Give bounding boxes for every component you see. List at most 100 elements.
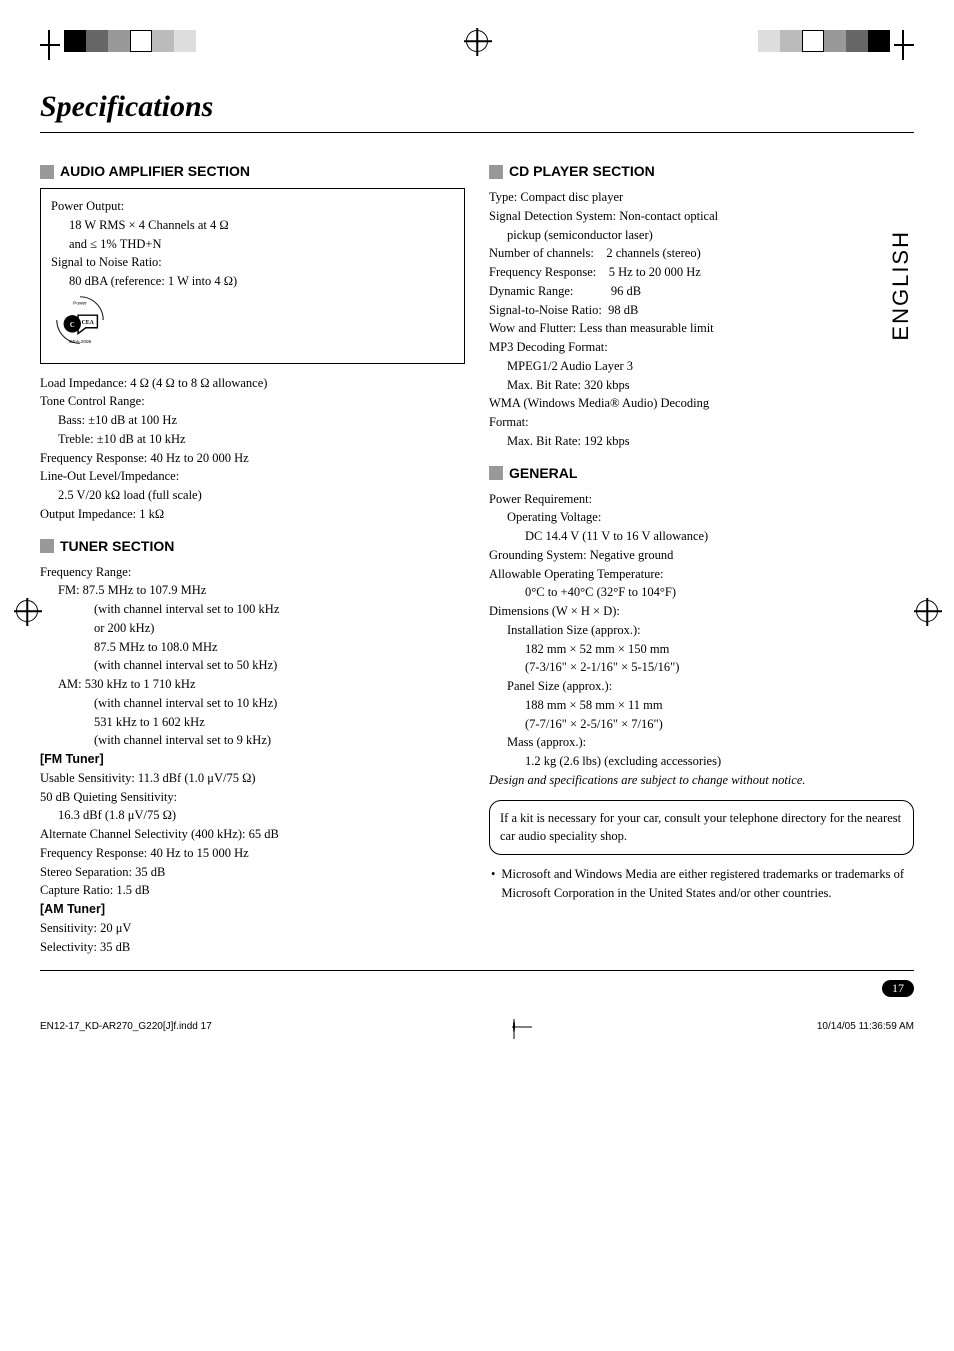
spec-line: (with channel interval set to 100 kHz — [40, 600, 465, 619]
spec-line: Tone Control Range: — [40, 392, 465, 411]
kit-notice-text: If a kit is necessary for your car, cons… — [500, 811, 901, 844]
power-output-box: Power Output: 18 W RMS × 4 Channels at 4… — [40, 188, 465, 364]
heading-text: GENERAL — [509, 463, 577, 484]
registration-target-left — [8, 600, 46, 622]
spec-line: Signal Detection System: Non-contact opt… — [489, 207, 914, 226]
footer: EN12-17_KD-AR270_G220[J]f.indd 17 10/14/… — [40, 1021, 914, 1032]
footer-timestamp: 10/14/05 11:36:59 AM — [817, 1021, 914, 1032]
left-column: AUDIO AMPLIFIER SECTION Power Output: 18… — [40, 149, 465, 956]
spec-line: Usable Sensitivity: 11.3 dBf (1.0 μV/75 … — [40, 769, 465, 788]
section-heading-general: GENERAL — [489, 463, 914, 484]
spec-line: Allowable Operating Temperature: — [489, 565, 914, 584]
spec-line: Frequency Response: 40 Hz to 15 000 Hz — [40, 844, 465, 863]
section-heading-cd: CD PLAYER SECTION — [489, 161, 914, 182]
svg-text:CEA-2006: CEA-2006 — [69, 339, 92, 345]
spec-line: FM: 87.5 MHz to 107.9 MHz — [40, 581, 465, 600]
section-heading-amplifier: AUDIO AMPLIFIER SECTION — [40, 161, 465, 182]
spec-line: Alternate Channel Selectivity (400 kHz):… — [40, 825, 465, 844]
spec-line: 531 kHz to 1 602 kHz — [40, 713, 465, 732]
spec-line: 18 W RMS × 4 Channels at 4 Ω — [51, 216, 454, 235]
regmark-top-right — [754, 30, 914, 60]
title-rule — [40, 132, 914, 133]
spec-line: Max. Bit Rate: 320 kbps — [489, 376, 914, 395]
spec-line: Bass: ±10 dB at 100 Hz — [40, 411, 465, 430]
page-title: Specifications — [40, 90, 914, 124]
spec-line: 50 dB Quieting Sensitivity: — [40, 788, 465, 807]
section-heading-tuner: TUNER SECTION — [40, 536, 465, 557]
spec-line: pickup (semiconductor laser) — [489, 226, 914, 245]
spec-line: Installation Size (approx.): — [489, 621, 914, 640]
spec-line: Stereo Separation: 35 dB — [40, 863, 465, 882]
registration-target-right — [908, 600, 946, 622]
spec-line: Operating Voltage: — [489, 508, 914, 527]
page-number: 17 — [40, 979, 914, 997]
spec-line: MP3 Decoding Format: — [489, 338, 914, 357]
spec-line: Wow and Flutter: Less than measurable li… — [489, 319, 914, 338]
spec-line: Power Requirement: — [489, 490, 914, 509]
spec-line: 1.2 kg (2.6 lbs) (excluding accessories) — [489, 752, 914, 771]
spec-line: Frequency Range: — [40, 563, 465, 582]
spec-line: Signal-to-Noise Ratio: 98 dB — [489, 301, 914, 320]
spec-line: 182 mm × 52 mm × 150 mm — [489, 640, 914, 659]
spec-line: 80 dBA (reference: 1 W into 4 Ω) — [51, 272, 454, 291]
spec-line: AM: 530 kHz to 1 710 kHz — [40, 675, 465, 694]
svg-text:C: C — [70, 322, 75, 329]
spec-line: or 200 kHz) — [40, 619, 465, 638]
spec-line: (with channel interval set to 50 kHz) — [40, 656, 465, 675]
spec-line: Type: Compact disc player — [489, 188, 914, 207]
spec-line: WMA (Windows Media® Audio) Decoding — [489, 394, 914, 413]
spec-line: Line-Out Level/Impedance: — [40, 467, 465, 486]
spec-line: Sensitivity: 20 μV — [40, 919, 465, 938]
spec-line: 0°C to +40°C (32°F to 104°F) — [489, 583, 914, 602]
change-notice: Design and specifications are subject to… — [489, 771, 914, 790]
spec-line: Panel Size (approx.): — [489, 677, 914, 696]
cea-compliant-badge-icon: Power C CEA CEA-2006 — [51, 291, 109, 349]
trademark-text: Microsoft and Windows Media are either r… — [501, 865, 914, 903]
spec-line: Load Impedance: 4 Ω (4 Ω to 8 Ω allowanc… — [40, 374, 465, 393]
spec-line: MPEG1/2 Audio Layer 3 — [489, 357, 914, 376]
spec-line: Capture Ratio: 1.5 dB — [40, 881, 465, 900]
subheading-fm: [FM Tuner] — [40, 750, 465, 769]
spec-line: Mass (approx.): — [489, 733, 914, 752]
spec-line: 16.3 dBf (1.8 μV/75 Ω) — [40, 806, 465, 825]
language-tab: ENGLISH — [888, 230, 914, 341]
spec-line: Dimensions (W × H × D): — [489, 602, 914, 621]
spec-line: 188 mm × 58 mm × 11 mm — [489, 696, 914, 715]
heading-text: TUNER SECTION — [60, 536, 174, 557]
spec-line: 2.5 V/20 kΩ load (full scale) — [40, 486, 465, 505]
kit-notice-box: If a kit is necessary for your car, cons… — [489, 800, 914, 856]
spec-line: Signal to Noise Ratio: — [51, 253, 454, 272]
spec-line: and ≤ 1% THD+N — [51, 235, 454, 254]
page-number-badge: 17 — [882, 980, 914, 997]
svg-text:Power: Power — [73, 300, 87, 306]
spec-line: Selectivity: 35 dB — [40, 938, 465, 957]
spec-line: DC 14.4 V (11 V to 16 V allowance) — [489, 527, 914, 546]
registration-target-icon — [513, 1020, 515, 1033]
subheading-am: [AM Tuner] — [40, 900, 465, 919]
regmark-top-left — [40, 30, 200, 60]
right-column: CD PLAYER SECTION Type: Compact disc pla… — [489, 149, 914, 956]
spec-line: (7-7/16" × 2-5/16" × 7/16") — [489, 715, 914, 734]
spec-line: Treble: ±10 dB at 10 kHz — [40, 430, 465, 449]
spec-line: Power Output: — [51, 197, 454, 216]
footer-filename: EN12-17_KD-AR270_G220[J]f.indd 17 — [40, 1021, 212, 1032]
spec-line: (7-3/16" × 2-1/16" × 5-15/16") — [489, 658, 914, 677]
spec-line: Grounding System: Negative ground — [489, 546, 914, 565]
spec-line: Frequency Response: 5 Hz to 20 000 Hz — [489, 263, 914, 282]
bullet-icon: • — [491, 865, 495, 903]
trademark-notice: • Microsoft and Windows Media are either… — [489, 865, 914, 903]
spec-line: Format: — [489, 413, 914, 432]
bottom-rule — [40, 970, 914, 971]
heading-text: CD PLAYER SECTION — [509, 161, 655, 182]
spec-line: Dynamic Range: 96 dB — [489, 282, 914, 301]
spec-line: (with channel interval set to 9 kHz) — [40, 731, 465, 750]
svg-text:CEA: CEA — [82, 320, 95, 326]
spec-line: Output Impedance: 1 kΩ — [40, 505, 465, 524]
spec-line: Number of channels: 2 channels (stereo) — [489, 244, 914, 263]
heading-text: AUDIO AMPLIFIER SECTION — [60, 161, 250, 182]
spec-line: (with channel interval set to 10 kHz) — [40, 694, 465, 713]
registration-marks-top — [40, 30, 914, 60]
spec-line: Frequency Response: 40 Hz to 20 000 Hz — [40, 449, 465, 468]
registration-target-icon — [466, 30, 488, 52]
spec-line: 87.5 MHz to 108.0 MHz — [40, 638, 465, 657]
